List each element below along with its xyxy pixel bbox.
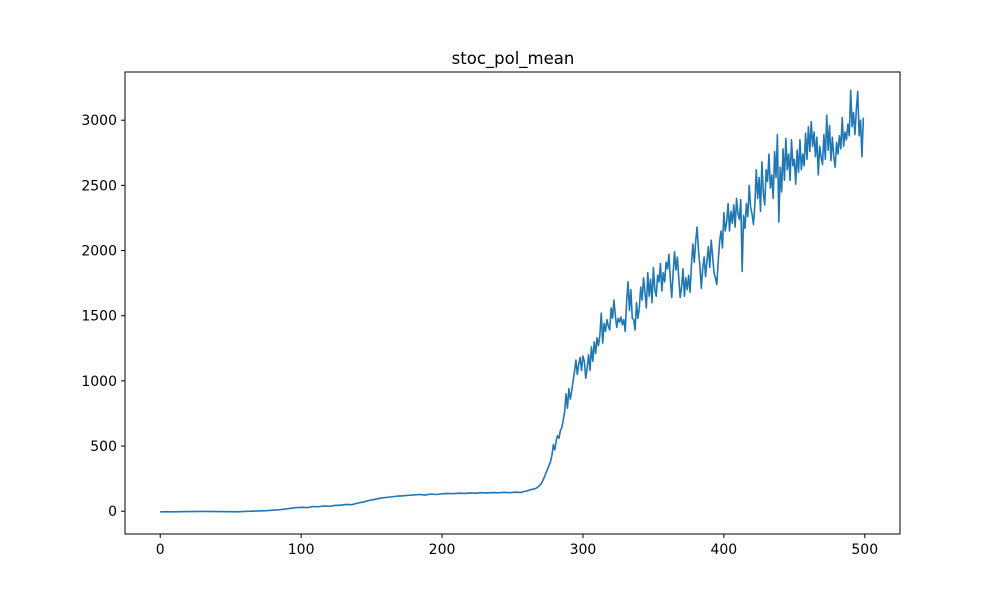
x-tick-label: 0 bbox=[156, 542, 165, 558]
y-tick-label: 1000 bbox=[81, 374, 117, 390]
y-tick-label: 3000 bbox=[81, 113, 117, 129]
x-tick-label: 500 bbox=[851, 542, 878, 558]
x-tick-label: 200 bbox=[429, 542, 456, 558]
x-tick-label: 100 bbox=[288, 542, 315, 558]
chart-title: stoc_pol_mean bbox=[452, 49, 575, 69]
axis-ticks: 0 100 200 300 400 500 0 500 1000 1500 2000 2500 3000 bbox=[81, 113, 878, 558]
y-tick-label: 2000 bbox=[81, 244, 117, 260]
x-tick-label: 300 bbox=[570, 542, 597, 558]
y-tick-label: 2500 bbox=[81, 178, 117, 194]
y-tick-label: 500 bbox=[90, 439, 117, 455]
plot-area bbox=[160, 89, 865, 513]
axes-frame bbox=[124, 71, 901, 535]
y-tick-label: 0 bbox=[108, 504, 117, 520]
series-line-stoc_pol_mean bbox=[160, 89, 865, 513]
y-tick-label: 1500 bbox=[81, 309, 117, 325]
x-tick-label: 400 bbox=[710, 542, 737, 558]
